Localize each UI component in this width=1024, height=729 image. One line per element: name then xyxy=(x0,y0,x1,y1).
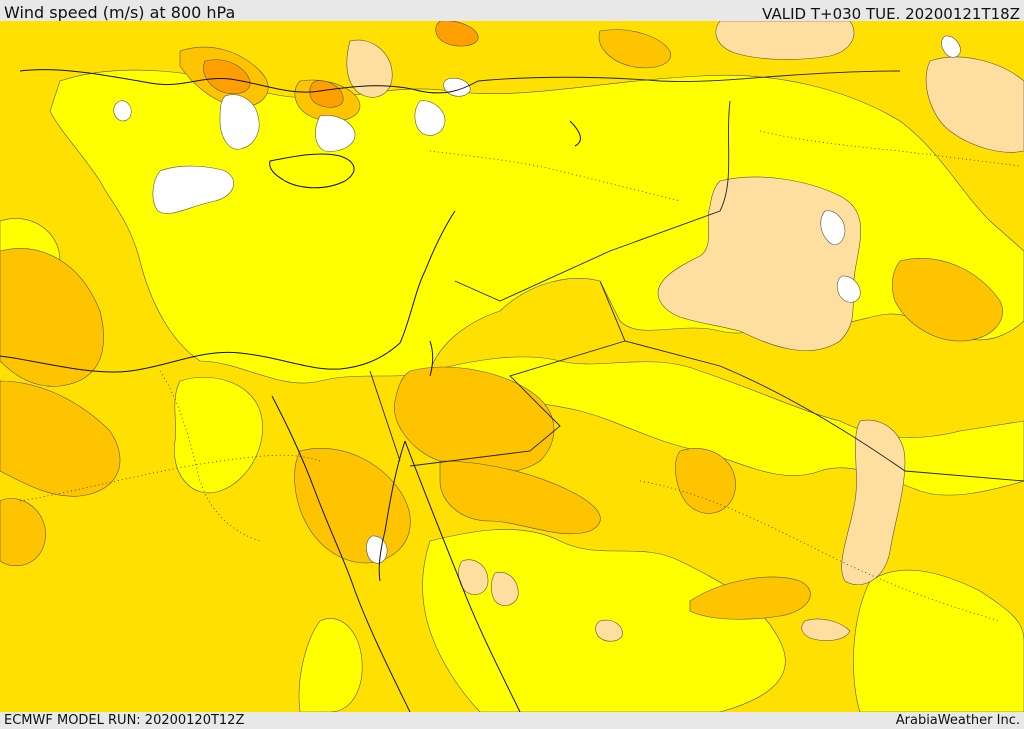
credit-label: ArabiaWeather Inc. xyxy=(895,713,1020,728)
orange-regions xyxy=(203,21,479,108)
valid-time: VALID T+030 TUE. 20200121T18Z xyxy=(762,5,1020,23)
political-borders xyxy=(369,70,1024,482)
wind-speed-map xyxy=(0,21,1024,712)
wind-map-svg xyxy=(0,21,1024,712)
model-run-label: ECMWF MODEL RUN: 20200120T12Z xyxy=(4,713,245,728)
white-regions xyxy=(113,35,961,564)
internal-boundaries xyxy=(19,130,1021,622)
peach-regions xyxy=(346,21,1024,642)
coastlines xyxy=(0,69,581,712)
orange-light-regions xyxy=(0,29,1003,620)
map-title: Wind speed (m/s) at 800 hPa xyxy=(4,3,236,22)
